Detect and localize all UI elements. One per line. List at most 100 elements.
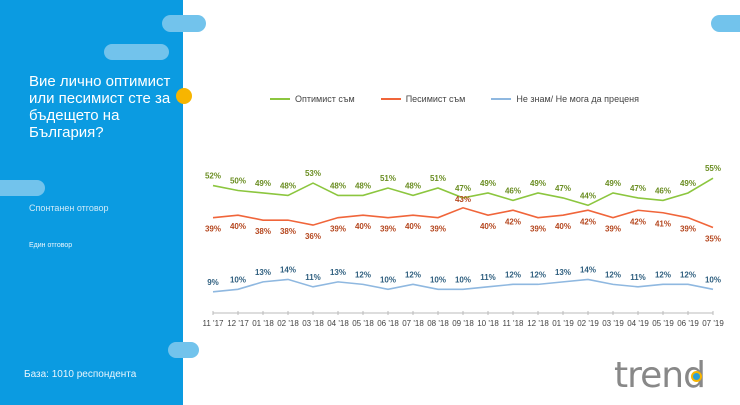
data-label: 55% xyxy=(705,164,721,173)
x-tick-label: 08 '18 xyxy=(427,319,449,328)
logo-pie-icon xyxy=(690,371,702,382)
legend-swatch xyxy=(491,98,512,100)
data-label: 11% xyxy=(480,273,496,282)
data-label: 13% xyxy=(555,268,571,277)
x-tick-label: 01 '19 xyxy=(552,319,574,328)
x-tick-label: 03 '18 xyxy=(302,319,324,328)
x-tick-label: 03 '19 xyxy=(602,319,624,328)
data-label: 40% xyxy=(405,222,421,231)
data-label: 39% xyxy=(605,225,621,234)
x-tick-label: 07 '18 xyxy=(402,319,424,328)
data-label: 40% xyxy=(355,222,371,231)
data-label: 50% xyxy=(230,177,246,186)
data-label: 12% xyxy=(605,270,621,279)
data-label: 39% xyxy=(680,225,696,234)
data-label: 49% xyxy=(255,179,271,188)
question-title: Вие лично оптимист или песимист сте за б… xyxy=(29,73,171,141)
data-label: 11% xyxy=(630,273,646,282)
data-label: 10% xyxy=(430,275,446,284)
data-label: 46% xyxy=(505,186,521,195)
series-line-2 xyxy=(212,278,714,293)
legend-label: Оптимист съм xyxy=(295,94,355,104)
data-label: 47% xyxy=(555,184,571,193)
x-tick-label: 12 '18 xyxy=(527,319,549,328)
data-label: 51% xyxy=(380,174,396,183)
data-label: 46% xyxy=(655,186,671,195)
data-label: 39% xyxy=(380,225,396,234)
decor-pill xyxy=(0,180,45,196)
data-label: 40% xyxy=(480,222,496,231)
sample-base: База: 1010 респондента xyxy=(24,369,137,380)
data-label: 38% xyxy=(280,227,296,236)
x-tick-label: 11 '18 xyxy=(503,319,525,328)
x-tick-label: 06 '19 xyxy=(677,319,699,328)
data-label: 47% xyxy=(630,184,646,193)
data-label: 49% xyxy=(530,179,546,188)
chart-legend: Оптимист съм Песимист съм Не знам/ Не мо… xyxy=(270,94,639,104)
data-label: 10% xyxy=(380,275,396,284)
data-label: 13% xyxy=(330,268,346,277)
data-label: 12% xyxy=(680,270,696,279)
data-label: 39% xyxy=(530,225,546,234)
sidebar-panel xyxy=(0,0,183,405)
data-label: 12% xyxy=(655,270,671,279)
data-label: 14% xyxy=(280,265,296,274)
x-tick-label: 07 '19 xyxy=(702,319,724,328)
data-label: 49% xyxy=(480,179,496,188)
decor-pill xyxy=(162,15,206,32)
data-label: 12% xyxy=(505,270,521,279)
legend-swatch xyxy=(270,98,290,100)
x-tick-label: 09 '18 xyxy=(452,319,474,328)
data-label: 41% xyxy=(655,220,671,229)
data-label: 40% xyxy=(555,222,571,231)
data-label: 49% xyxy=(605,179,621,188)
series-line-1 xyxy=(212,206,714,229)
x-tick-label: 04 '18 xyxy=(327,319,349,328)
x-tick-label: 05 '19 xyxy=(652,319,674,328)
decor-pill xyxy=(168,342,199,358)
data-label: 12% xyxy=(530,270,546,279)
data-label: 40% xyxy=(230,222,246,231)
data-label: 36% xyxy=(305,232,321,241)
data-label: 43% xyxy=(455,195,471,204)
decor-dot xyxy=(176,88,192,104)
data-label: 42% xyxy=(580,217,596,226)
decor-pill xyxy=(711,15,740,32)
series-line-0 xyxy=(212,177,714,207)
data-label: 44% xyxy=(580,191,596,200)
data-label: 12% xyxy=(355,270,371,279)
x-tick-label: 06 '18 xyxy=(377,319,399,328)
data-label: 14% xyxy=(580,265,596,274)
note-single-answer: Един отговор xyxy=(29,242,73,249)
data-label: 39% xyxy=(330,225,346,234)
x-tick-label: 02 '19 xyxy=(577,319,599,328)
data-label: 42% xyxy=(505,217,521,226)
data-label: 52% xyxy=(205,172,221,181)
data-label: 48% xyxy=(330,181,346,190)
data-label: 42% xyxy=(630,217,646,226)
data-label: 12% xyxy=(405,270,421,279)
x-tick-label: 12 '17 xyxy=(227,319,249,328)
trend-logo: trend xyxy=(614,355,706,396)
data-label: 10% xyxy=(230,275,246,284)
note-spontaneous: Спонтанен отговор xyxy=(29,203,109,213)
data-label: 38% xyxy=(255,227,271,236)
data-label: 39% xyxy=(205,225,221,234)
legend-label: Песимист съм xyxy=(405,94,466,104)
data-label: 51% xyxy=(430,174,446,183)
data-label: 13% xyxy=(255,268,271,277)
x-tick-label: 01 '18 xyxy=(252,319,274,328)
data-label: 10% xyxy=(705,275,721,284)
data-label: 48% xyxy=(355,181,371,190)
x-tick-label: 11 '17 xyxy=(203,319,225,328)
data-label: 53% xyxy=(305,169,321,178)
x-tick-label: 10 '18 xyxy=(477,319,499,328)
data-label: 39% xyxy=(430,225,446,234)
x-tick-label: 04 '19 xyxy=(627,319,649,328)
data-label: 48% xyxy=(405,181,421,190)
x-tick-label: 02 '18 xyxy=(277,319,299,328)
data-label: 9% xyxy=(207,278,219,287)
data-label: 35% xyxy=(705,235,721,244)
legend-item-optimist: Оптимист съм xyxy=(270,94,355,104)
